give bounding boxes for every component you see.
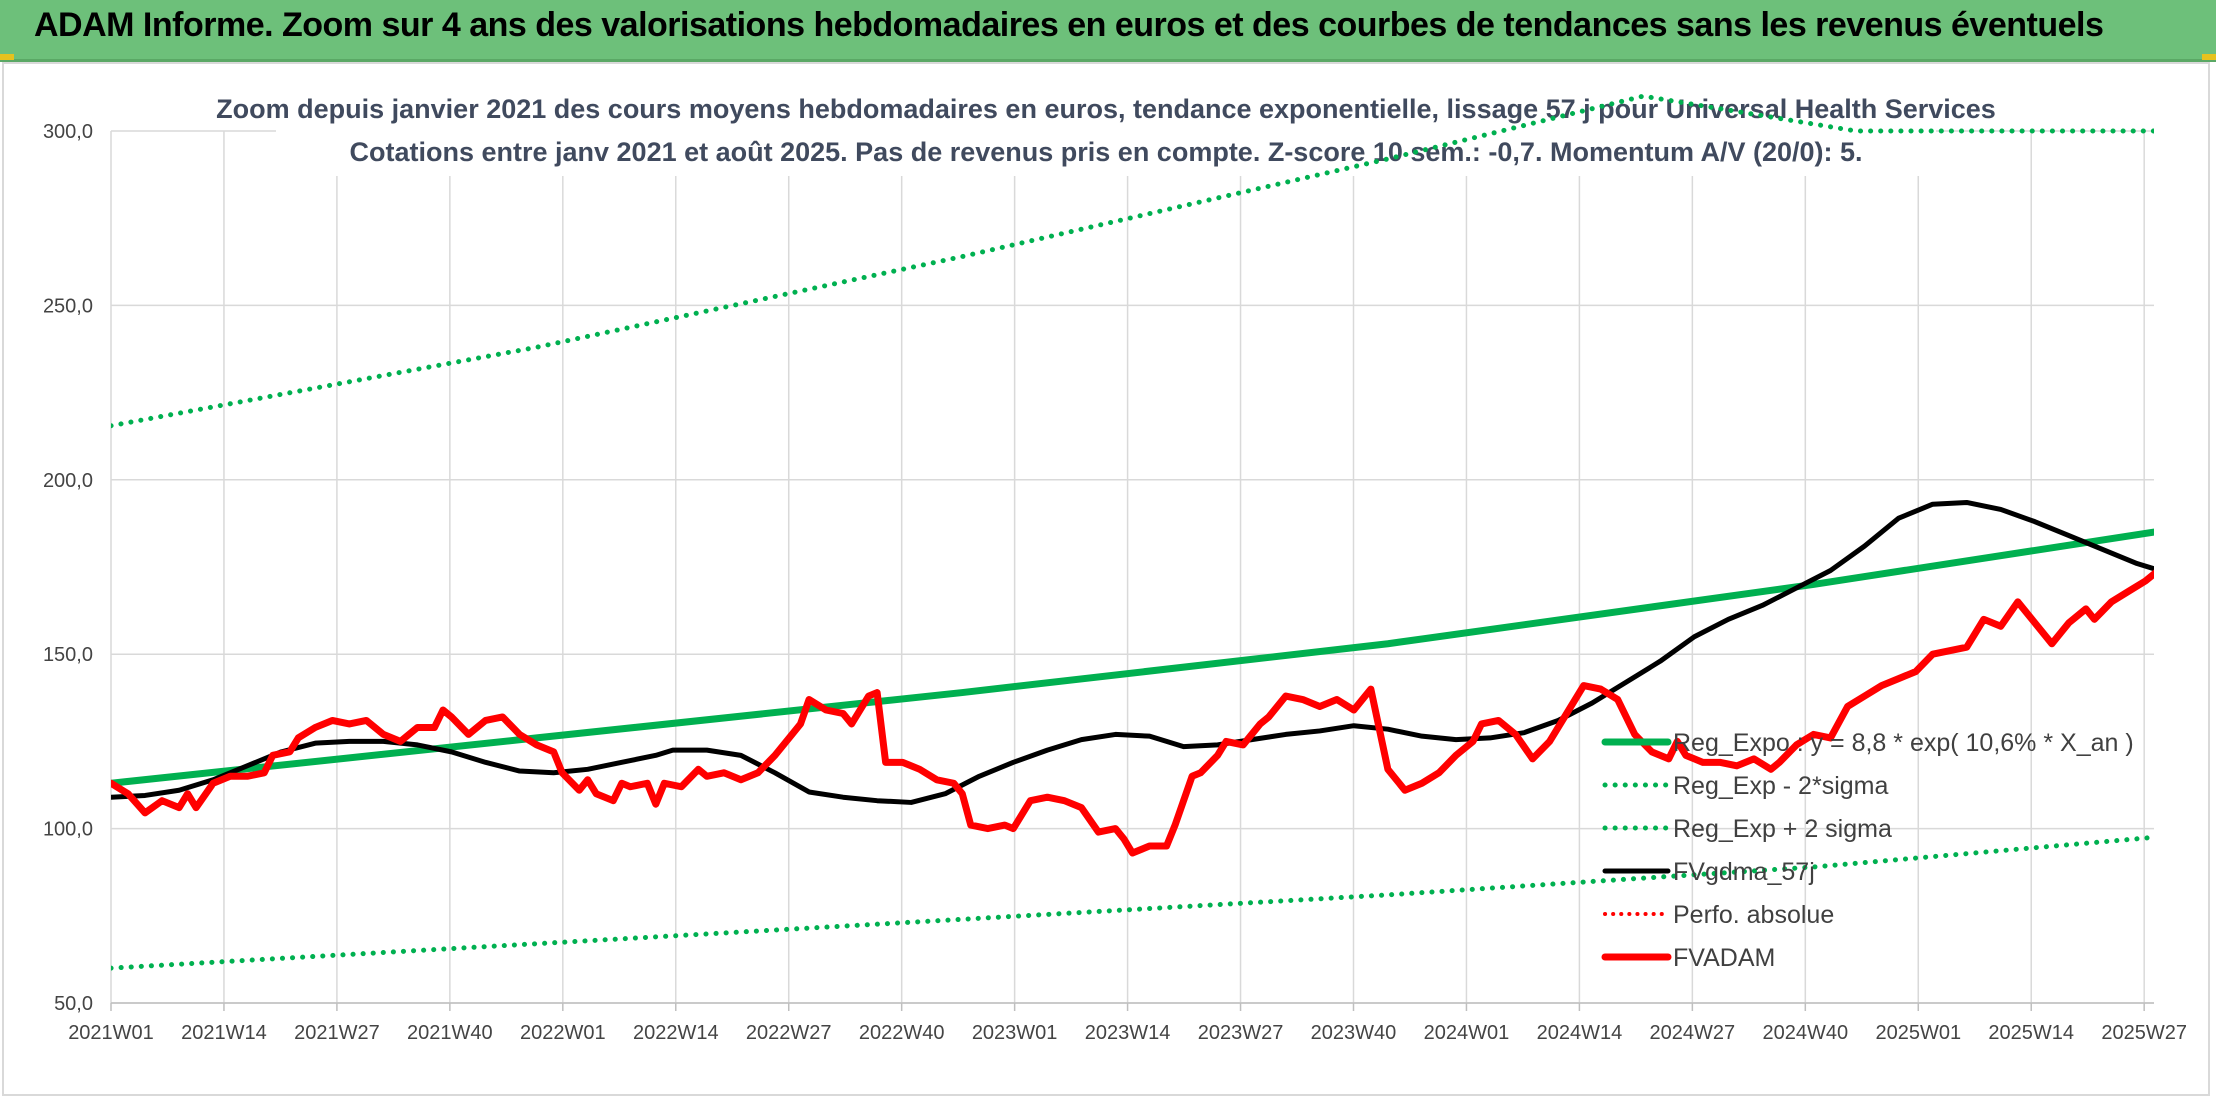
header-accent-right [2202, 54, 2216, 60]
x-tick-label: 2025W14 [1988, 1022, 2074, 1044]
series-layer [111, 93, 2154, 971]
y-tick-label: 250,0 [43, 295, 93, 317]
x-tick-label: 2022W14 [633, 1022, 719, 1044]
x-tick-label: 2023W01 [972, 1022, 1058, 1044]
x-tick-label: 2024W27 [1650, 1022, 1736, 1044]
y-tick-label: 200,0 [43, 470, 93, 492]
legend-label: FVgdma_57j [1673, 858, 1815, 886]
x-tick-label: 2024W01 [1424, 1022, 1510, 1044]
legend-label: FVADAM [1673, 944, 1775, 972]
series-reg-expo-y-8-8-exp-10-6-x-an [111, 528, 2154, 787]
legend-label: Perfo. absolue [1673, 901, 1834, 929]
x-tick-label: 2025W27 [2101, 1022, 2187, 1044]
y-tick-label: 150,0 [43, 644, 93, 666]
grid-layer [110, 130, 2154, 1004]
x-tick-label: 2022W40 [859, 1022, 945, 1044]
y-tick-label: 50,0 [54, 993, 93, 1015]
series-fvadam [111, 569, 2154, 857]
series-reg-exp-2-sigma [111, 834, 2154, 971]
series-fvgdma-57j [111, 499, 2154, 805]
x-tick-label: 2022W27 [746, 1022, 832, 1044]
legend-label: Reg_Exp + 2 sigma [1673, 815, 1892, 843]
x-tick-label: 2024W14 [1537, 1022, 1623, 1044]
x-tick-label: 2021W14 [181, 1022, 267, 1044]
x-tick-label: 2023W27 [1198, 1022, 1284, 1044]
report-header: ADAM Informe. Zoom sur 4 ans des valoris… [0, 0, 2216, 62]
x-tick-label: 2023W14 [1085, 1022, 1171, 1044]
header-accent-left [0, 54, 14, 60]
x-tick-label: 2022W01 [520, 1022, 606, 1044]
y-tick-label: 100,0 [43, 819, 93, 841]
chart-legend: Reg_Expo : y = 8,8 * exp( 10,6% * X_an )… [1601, 729, 2134, 972]
report-title: ADAM Informe. Zoom sur 4 ans des valoris… [34, 6, 2104, 44]
axis-layer: 300,0 250,0 200,0 150,0 100,0 50,0 2021W01 2021… [43, 121, 2187, 1044]
x-tick-label: 2025W01 [1875, 1022, 1961, 1044]
x-tick-label: 2023W40 [1311, 1022, 1397, 1044]
x-tick-label: 2024W40 [1763, 1022, 1849, 1044]
legend-label: Reg_Exp - 2*sigma [1673, 772, 1888, 800]
chart-frame [2, 62, 2210, 1096]
x-tick-label: 2021W27 [294, 1022, 380, 1044]
chart-subtitle: Cotations entre janv 2021 et août 2025. … [349, 137, 1862, 167]
series-reg-exp-2-sigma [111, 93, 2154, 429]
x-tick-label: 2021W40 [407, 1022, 493, 1044]
legend-label: Reg_Expo : y = 8,8 * exp( 10,6% * X_an ) [1673, 729, 2134, 757]
x-tick-label: 2021W01 [68, 1022, 154, 1044]
y-tick-label: 300,0 [43, 121, 93, 143]
chart-title: Zoom depuis janvier 2021 des cours moyen… [216, 94, 1996, 124]
